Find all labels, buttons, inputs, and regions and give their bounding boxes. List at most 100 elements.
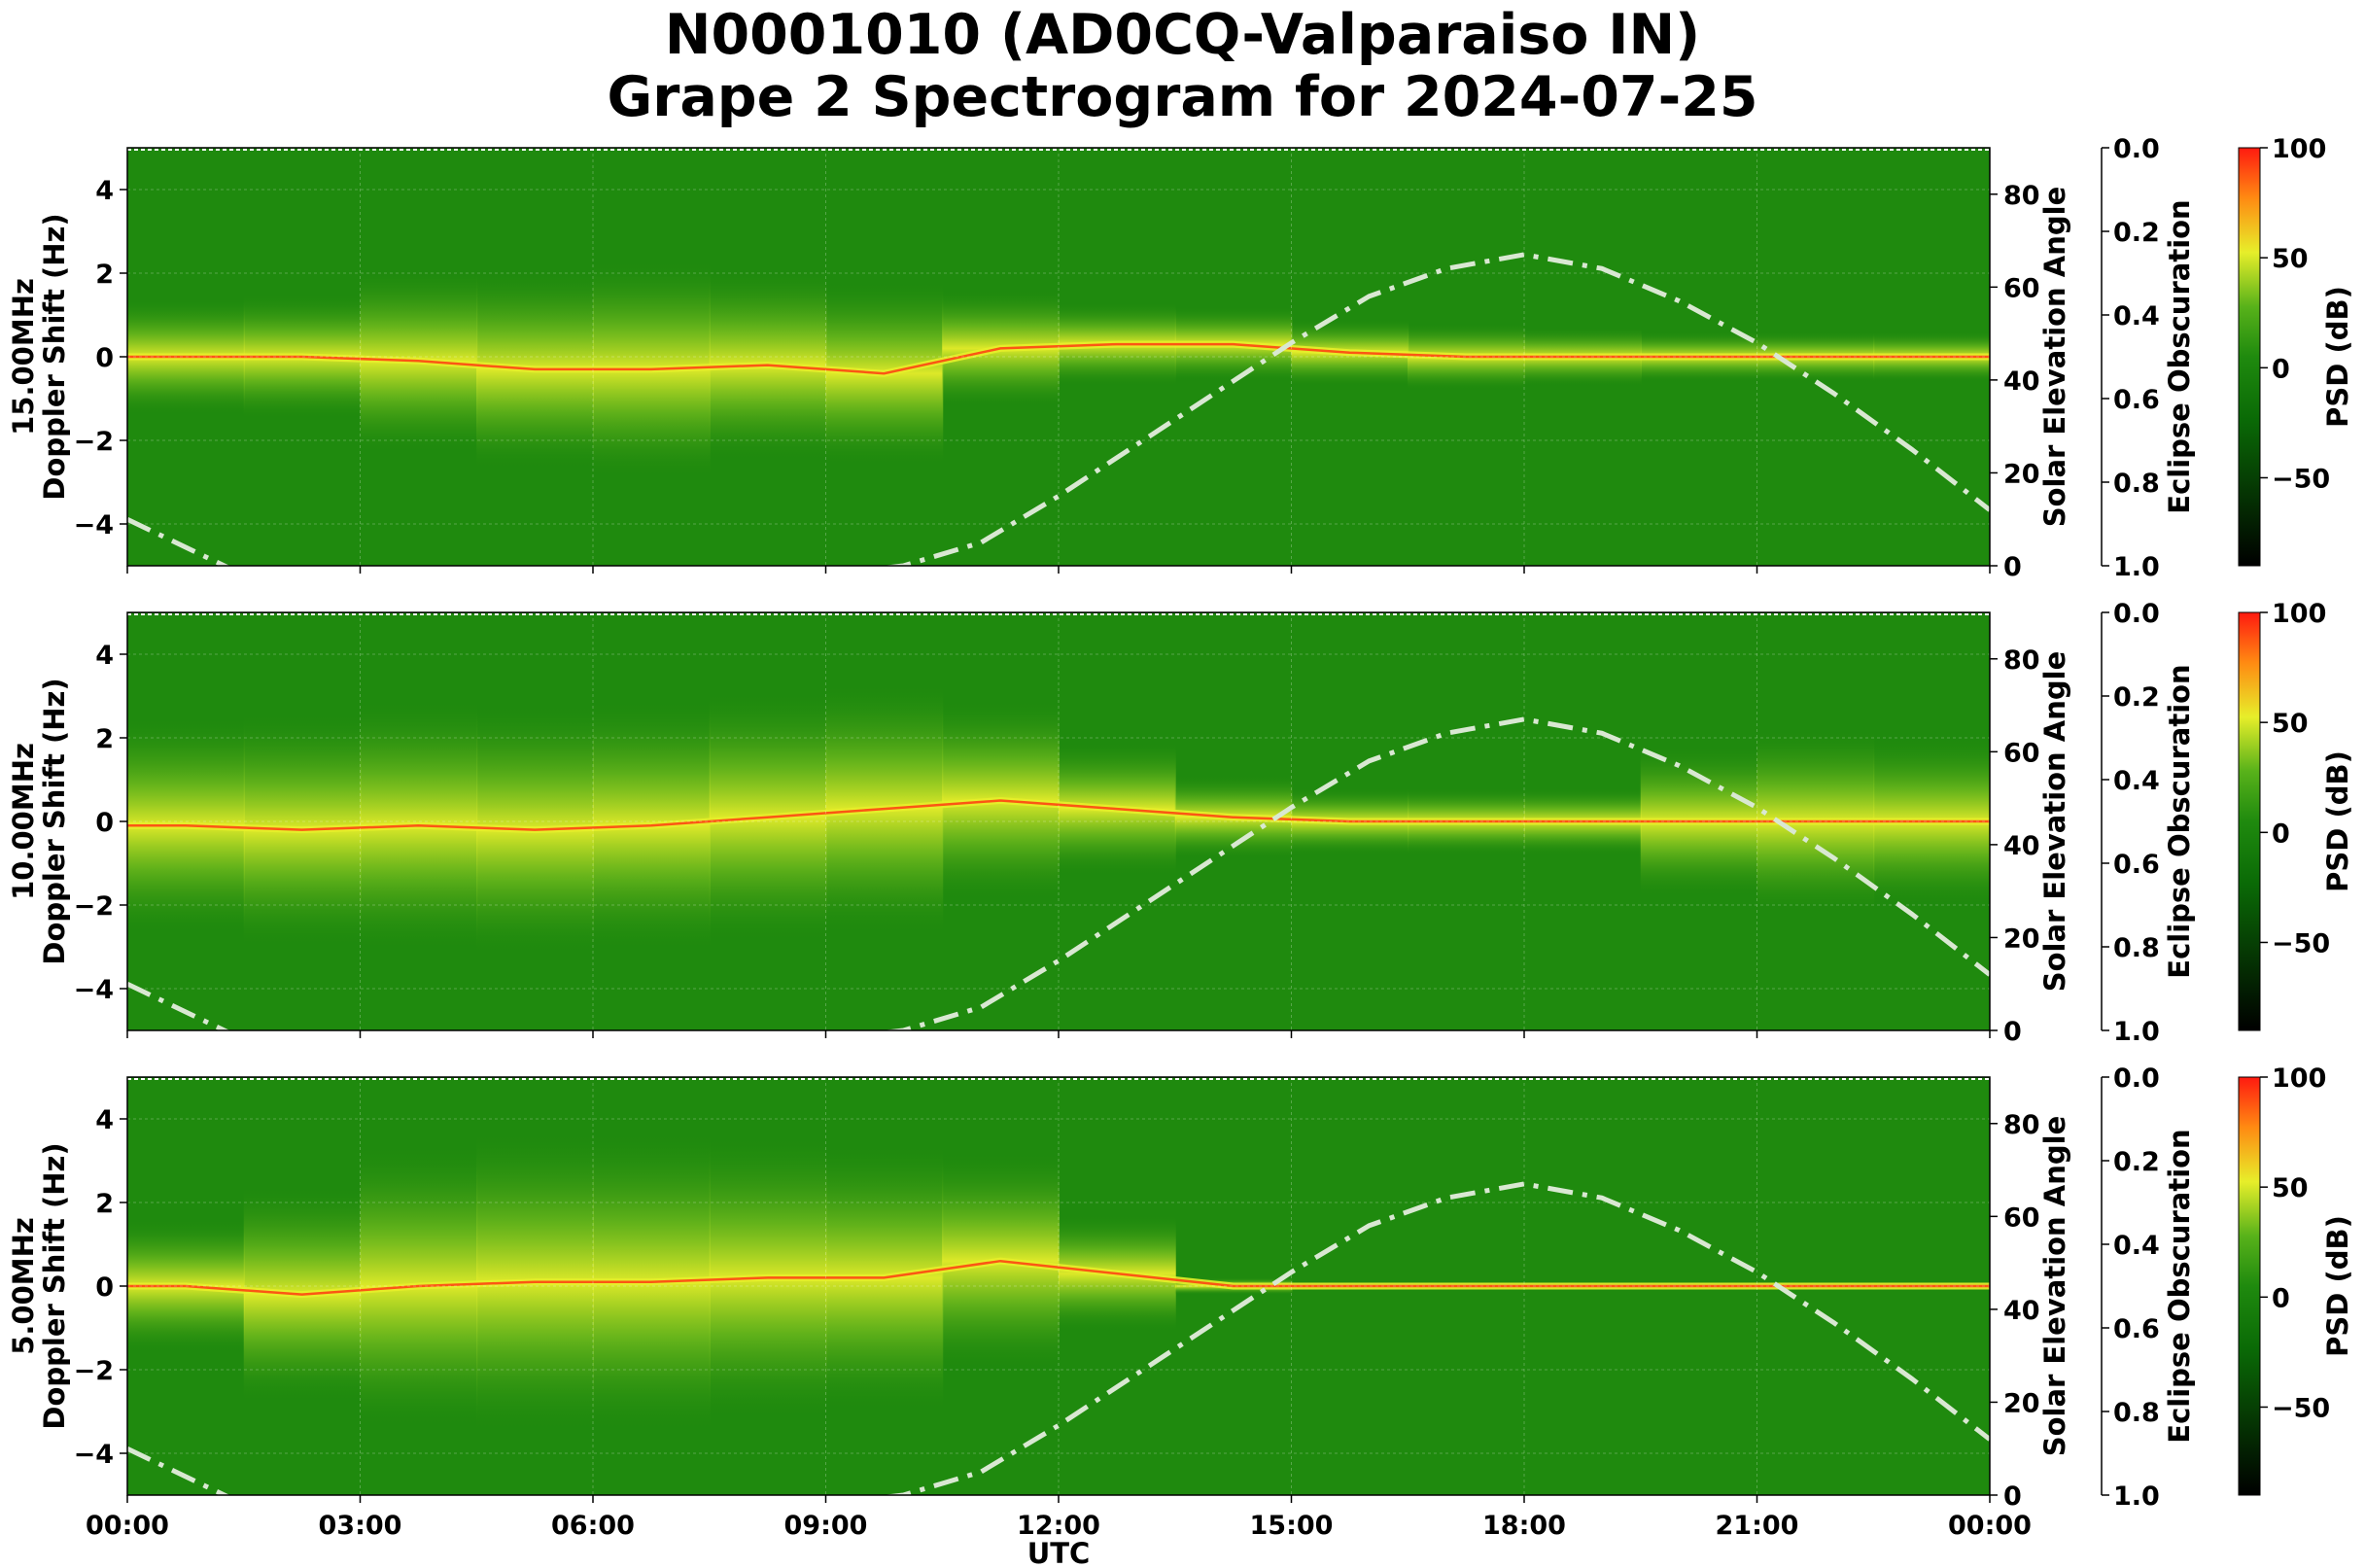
y-tick-label: −2 bbox=[74, 427, 114, 457]
y-tick-label: 0 bbox=[95, 343, 114, 373]
colorbar-tick-label: −50 bbox=[2272, 464, 2330, 494]
band-label: 5.00MHz bbox=[7, 1217, 40, 1355]
colorbar bbox=[2238, 1076, 2261, 1496]
panel-5-00mhz bbox=[120, 1076, 2268, 1503]
eclipse-tick-label: 0.0 bbox=[2113, 134, 2160, 164]
band-label: 10.00MHz bbox=[7, 743, 40, 900]
y-tick-label: −2 bbox=[74, 891, 114, 922]
colorbar-tick-label: 0 bbox=[2272, 1283, 2290, 1313]
elevation-axis-label: Solar Elevation Angle bbox=[2038, 651, 2071, 993]
y-axis-label: Doppler Shift (Hz) bbox=[38, 678, 71, 964]
colorbar-label: PSD (dB) bbox=[2321, 286, 2354, 428]
elevation-tick-label: 40 bbox=[2003, 831, 2040, 861]
elevation-tick-label: 0 bbox=[2003, 1017, 2022, 1047]
eclipse-tick-label: 0.4 bbox=[2113, 766, 2160, 796]
y-tick-label: 2 bbox=[95, 260, 114, 290]
colorbar bbox=[2238, 147, 2261, 567]
eclipse-tick-label: 1.0 bbox=[2113, 1017, 2160, 1047]
elevation-tick-label: 40 bbox=[2003, 1296, 2040, 1326]
eclipse-tick-label: 0.4 bbox=[2113, 301, 2160, 331]
y-axis-label: Doppler Shift (Hz) bbox=[38, 213, 71, 500]
x-axis-label: UTC bbox=[1027, 1537, 1091, 1568]
colorbar-tick-label: −50 bbox=[2272, 1393, 2330, 1423]
y-tick-label: −4 bbox=[74, 510, 114, 540]
eclipse-axis-label: Eclipse Obscuration bbox=[2163, 199, 2196, 513]
x-tick-label: 00:00 bbox=[1948, 1511, 2032, 1541]
eclipse-tick-label: 0.8 bbox=[2113, 469, 2160, 499]
eclipse-tick-label: 0.6 bbox=[2113, 850, 2160, 880]
eclipse-tick-label: 0.6 bbox=[2113, 385, 2160, 415]
x-tick-label: 18:00 bbox=[1482, 1511, 1566, 1541]
colorbar-label: PSD (dB) bbox=[2321, 750, 2354, 892]
eclipse-axis-label: Eclipse Obscuration bbox=[2163, 1129, 2196, 1443]
colorbar-tick-label: 0 bbox=[2272, 819, 2290, 849]
y-tick-label: −4 bbox=[74, 975, 114, 1005]
colorbar-tick-label: −50 bbox=[2272, 928, 2330, 958]
elevation-tick-label: 60 bbox=[2003, 273, 2040, 303]
eclipse-tick-label: 1.0 bbox=[2113, 552, 2160, 582]
elevation-tick-label: 60 bbox=[2003, 738, 2040, 768]
elevation-tick-label: 60 bbox=[2003, 1202, 2040, 1233]
colorbar-label: PSD (dB) bbox=[2321, 1215, 2354, 1357]
eclipse-axis-label: Eclipse Obscuration bbox=[2163, 664, 2196, 978]
y-tick-label: 4 bbox=[95, 1105, 114, 1135]
eclipse-tick-label: 0.0 bbox=[2113, 1063, 2160, 1094]
elevation-tick-label: 0 bbox=[2003, 1481, 2022, 1512]
eclipse-tick-label: 0.0 bbox=[2113, 599, 2160, 629]
eclipse-tick-label: 0.2 bbox=[2113, 218, 2160, 248]
y-axis-label: Doppler Shift (Hz) bbox=[38, 1142, 71, 1429]
band-label: 15.00MHz bbox=[7, 278, 40, 436]
y-tick-label: −4 bbox=[74, 1440, 114, 1470]
title-line-1: N0001010 (AD0CQ-Valparaiso IN) bbox=[664, 3, 1701, 67]
x-tick-label: 12:00 bbox=[1017, 1511, 1100, 1541]
eclipse-tick-label: 0.8 bbox=[2113, 933, 2160, 963]
doppler-trace bbox=[127, 342, 1990, 375]
y-tick-label: 4 bbox=[95, 641, 114, 671]
elevation-tick-label: 80 bbox=[2003, 1110, 2040, 1140]
y-tick-label: 2 bbox=[95, 1189, 114, 1219]
title-line-2: Grape 2 Spectrogram for 2024-07-25 bbox=[607, 65, 1758, 129]
colorbar bbox=[2238, 611, 2261, 1031]
x-tick-label: 00:00 bbox=[86, 1511, 169, 1541]
colorbar-tick-label: 100 bbox=[2272, 134, 2326, 164]
y-tick-label: −2 bbox=[74, 1356, 114, 1386]
elevation-axis-label: Solar Elevation Angle bbox=[2038, 1116, 2071, 1457]
eclipse-tick-label: 0.2 bbox=[2113, 1147, 2160, 1177]
x-tick-label: 09:00 bbox=[784, 1511, 868, 1541]
x-tick-label: 03:00 bbox=[319, 1511, 402, 1541]
x-tick-label: 15:00 bbox=[1250, 1511, 1334, 1541]
colorbar-tick-label: 100 bbox=[2272, 1063, 2326, 1094]
y-tick-label: 2 bbox=[95, 724, 114, 754]
solar-elevation-curve bbox=[127, 1181, 1990, 1495]
eclipse-tick-label: 0.4 bbox=[2113, 1231, 2160, 1261]
colorbar-tick-label: 100 bbox=[2272, 599, 2326, 629]
panel-15-00mhz bbox=[120, 147, 2268, 574]
elevation-tick-label: 80 bbox=[2003, 645, 2040, 676]
elevation-tick-label: 20 bbox=[2003, 923, 2040, 954]
solar-elevation-curve bbox=[127, 716, 1990, 1030]
doppler-trace bbox=[127, 799, 1990, 831]
colorbar-tick-label: 50 bbox=[2272, 1173, 2309, 1203]
elevation-tick-label: 40 bbox=[2003, 366, 2040, 397]
eclipse-tick-label: 0.8 bbox=[2113, 1398, 2160, 1428]
elevation-tick-label: 0 bbox=[2003, 552, 2022, 582]
elevation-tick-label: 20 bbox=[2003, 459, 2040, 489]
colorbar-tick-label: 0 bbox=[2272, 354, 2290, 384]
x-tick-label: 21:00 bbox=[1716, 1511, 1799, 1541]
figure-title: N0001010 (AD0CQ-Valparaiso IN) Grape 2 S… bbox=[0, 0, 2365, 128]
eclipse-tick-label: 1.0 bbox=[2113, 1481, 2160, 1512]
elevation-tick-label: 20 bbox=[2003, 1388, 2040, 1418]
y-tick-label: 4 bbox=[95, 176, 114, 206]
y-tick-label: 0 bbox=[95, 808, 114, 838]
doppler-trace bbox=[127, 1259, 1990, 1296]
solar-elevation-curve bbox=[127, 252, 1990, 566]
panel-10-00mhz bbox=[120, 611, 2268, 1038]
x-tick-label: 06:00 bbox=[551, 1511, 635, 1541]
elevation-axis-label: Solar Elevation Angle bbox=[2038, 187, 2071, 528]
eclipse-tick-label: 0.2 bbox=[2113, 682, 2160, 713]
y-tick-label: 0 bbox=[95, 1272, 114, 1303]
colorbar-tick-label: 50 bbox=[2272, 244, 2309, 274]
eclipse-tick-label: 0.6 bbox=[2113, 1314, 2160, 1344]
colorbar-tick-label: 50 bbox=[2272, 709, 2309, 739]
